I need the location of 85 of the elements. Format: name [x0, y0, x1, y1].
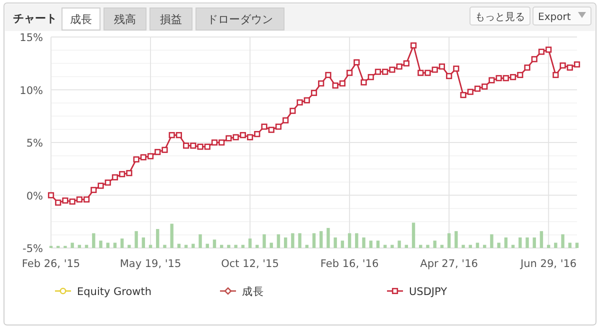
bar — [568, 242, 572, 248]
bar — [454, 231, 458, 248]
bar — [518, 237, 522, 248]
legend-label: USDJPY — [409, 286, 448, 298]
bar — [561, 234, 564, 248]
bar — [284, 237, 288, 248]
x-tick-label: Feb 26, '15 — [22, 258, 80, 270]
bar — [220, 244, 224, 248]
bar — [320, 231, 323, 248]
bar — [291, 233, 294, 248]
y-tick-label: 0% — [26, 190, 44, 202]
y-tick-label: -5% — [22, 243, 44, 255]
bar — [440, 244, 444, 248]
bar — [540, 231, 544, 248]
bar — [192, 244, 195, 248]
bar — [128, 244, 131, 248]
bar — [184, 244, 188, 248]
bar — [482, 244, 486, 248]
bar — [490, 234, 494, 248]
bar — [476, 242, 480, 248]
bar — [412, 222, 416, 248]
bar — [462, 244, 465, 248]
bar — [362, 237, 366, 248]
bar — [383, 244, 387, 248]
bar — [212, 240, 216, 248]
bar — [262, 234, 266, 248]
bar — [312, 233, 316, 248]
bar — [142, 237, 146, 248]
bar — [84, 244, 88, 248]
bar — [526, 237, 529, 248]
header: チャート 成長 残高 損益 ドローダウン もっと見る Export — [13, 6, 592, 30]
bar — [120, 238, 124, 248]
legend-label: Equity Growth — [77, 286, 152, 298]
legend-label: 成長 — [242, 285, 264, 298]
bar — [270, 242, 273, 248]
bar — [532, 237, 536, 248]
x-tick-label: May 19, '15 — [120, 258, 182, 270]
bar — [78, 244, 82, 248]
bar — [355, 233, 358, 248]
bar — [276, 234, 280, 248]
bar — [348, 233, 352, 248]
bar — [376, 240, 380, 248]
bar — [170, 224, 174, 248]
y-tick-label: 5% — [26, 138, 44, 150]
bar — [99, 240, 102, 248]
bar — [447, 233, 451, 248]
bar — [256, 244, 259, 248]
bar — [134, 231, 138, 248]
bar — [398, 240, 401, 248]
bar — [426, 244, 430, 248]
bar — [227, 244, 230, 248]
bar — [497, 242, 500, 248]
y-tick-label: 10% — [20, 84, 44, 97]
x-tick-label: Jun 29, '16 — [520, 258, 577, 270]
bar — [113, 242, 117, 248]
bar — [546, 244, 550, 248]
bar — [369, 240, 372, 248]
bar — [198, 234, 202, 248]
bar — [419, 244, 422, 248]
bar — [92, 233, 96, 248]
bar — [298, 233, 302, 248]
bar — [390, 244, 394, 248]
bar — [504, 237, 508, 248]
bar — [511, 244, 515, 248]
bar — [148, 244, 152, 248]
bar — [334, 237, 337, 248]
x-tick-label: Feb 16, '16 — [320, 258, 379, 270]
bar — [234, 244, 238, 248]
bar — [404, 244, 408, 248]
bar — [248, 238, 252, 248]
bar — [340, 240, 344, 248]
y-tick-label: 15% — [20, 32, 44, 44]
bar — [326, 228, 330, 248]
x-tick-label: Oct 12, '15 — [221, 258, 279, 270]
bar — [468, 244, 472, 248]
bar — [305, 244, 308, 248]
bar — [156, 229, 160, 248]
bar — [163, 244, 166, 248]
bar — [575, 242, 579, 248]
bar — [241, 244, 245, 248]
x-tick-label: Apr 27, '16 — [420, 258, 478, 270]
bar — [106, 242, 110, 248]
bar — [70, 242, 74, 248]
bar — [433, 240, 436, 248]
bar — [554, 242, 558, 248]
